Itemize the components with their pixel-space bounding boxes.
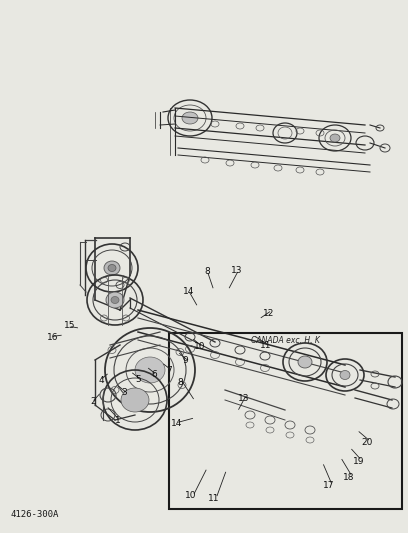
Ellipse shape [330,134,340,142]
Bar [169,333,402,509]
Text: 11: 11 [260,341,272,350]
Text: 13: 13 [231,266,242,275]
Text: 15: 15 [64,321,75,329]
Ellipse shape [298,356,312,368]
Text: 19: 19 [353,457,364,465]
Text: 8: 8 [177,378,183,387]
Text: 4126-300A: 4126-300A [10,510,59,519]
Text: 12: 12 [263,309,275,318]
Text: 10: 10 [194,343,206,351]
Ellipse shape [182,112,198,124]
Ellipse shape [340,370,350,379]
Text: 16: 16 [47,334,58,342]
Text: 6: 6 [151,370,157,379]
Ellipse shape [135,357,165,383]
Text: 7: 7 [166,366,172,375]
Text: 18: 18 [343,473,355,481]
Text: 8: 8 [204,268,210,276]
Text: 5: 5 [135,375,141,384]
Text: 20: 20 [361,438,373,447]
Text: 14: 14 [171,419,182,428]
Text: 11: 11 [208,494,220,503]
Text: CANADA exc. H, K: CANADA exc. H, K [251,336,320,345]
Text: 9: 9 [183,357,188,365]
Text: 4: 4 [98,376,104,384]
Text: 2: 2 [90,398,96,406]
Ellipse shape [111,296,119,303]
Ellipse shape [108,264,116,271]
Text: 13: 13 [238,394,250,403]
Text: 17: 17 [323,481,334,489]
Ellipse shape [121,388,149,412]
Text: 14: 14 [183,287,195,295]
Ellipse shape [104,261,120,275]
Text: 1: 1 [115,416,120,424]
Text: 10: 10 [185,491,197,500]
Text: 3: 3 [122,389,127,397]
Ellipse shape [106,292,124,308]
